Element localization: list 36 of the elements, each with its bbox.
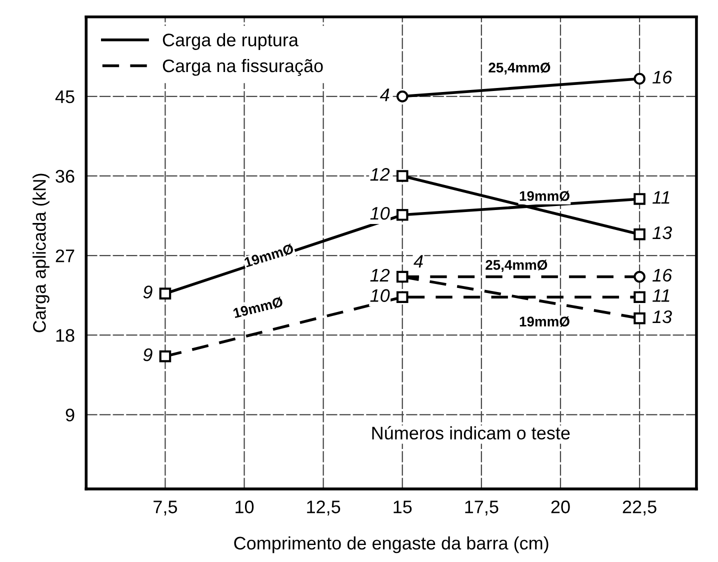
annotation: 10 [370, 206, 390, 220]
annotation: 19mmØ [520, 190, 570, 202]
y-tick-label: 36 [56, 170, 74, 183]
x-tick-label: 10 [236, 500, 254, 514]
x-tick-label: 7,5 [154, 500, 178, 516]
annotation: 13 [652, 226, 672, 240]
annotation: 12 [370, 168, 390, 181]
annotation: 4 [380, 88, 390, 102]
y-tick-label: 9 [66, 408, 74, 422]
x-tick-label: 22,5 [622, 500, 656, 516]
annotation: 4 [414, 255, 423, 268]
annotation: 9 [143, 348, 152, 362]
annotation: 25,4mmØ [488, 62, 550, 75]
legend-label: Carga na fissuração [162, 58, 323, 76]
annotation: 19mmØ [232, 296, 284, 319]
annotation: 16 [652, 268, 672, 282]
annotation: 16 [652, 70, 672, 84]
annotation: 11 [652, 191, 670, 204]
y-axis-title: Carga aplicada (kN) [32, 174, 50, 332]
annotation: 9 [143, 286, 152, 298]
x-tick-label: 12,5 [307, 500, 340, 516]
annotation: 19mmØ [520, 316, 570, 327]
y-tick-label: 27 [56, 249, 74, 262]
y-tick-label: 18 [56, 329, 74, 342]
x-tick-label: 15 [394, 500, 412, 514]
annotation: 10 [370, 289, 390, 302]
annotation: Números indicam o teste [372, 426, 570, 440]
annotation: 25,4mmØ [486, 260, 548, 272]
annotation: 13 [652, 310, 672, 324]
x-tick-label: 17,5 [465, 500, 498, 516]
annotation: 12 [370, 268, 390, 282]
legend-label: Carga de ruptura [162, 33, 298, 50]
x-tick-label: 20 [551, 500, 570, 514]
annotation: 11 [652, 289, 670, 302]
x-axis-title: Comprimento de engaste da barra (cm) [234, 536, 548, 554]
y-tick-label: 45 [55, 90, 74, 104]
